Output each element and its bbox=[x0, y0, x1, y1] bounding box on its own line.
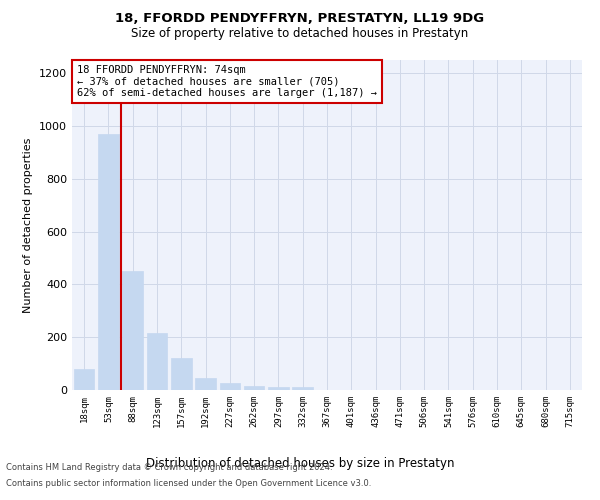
Bar bbox=[171, 358, 191, 390]
Bar bbox=[220, 384, 240, 390]
Text: Distribution of detached houses by size in Prestatyn: Distribution of detached houses by size … bbox=[146, 458, 454, 470]
Text: Size of property relative to detached houses in Prestatyn: Size of property relative to detached ho… bbox=[131, 28, 469, 40]
Text: Contains HM Land Registry data © Crown copyright and database right 2024.: Contains HM Land Registry data © Crown c… bbox=[6, 464, 332, 472]
Text: 18 FFORDD PENDYFFRYN: 74sqm
← 37% of detached houses are smaller (705)
62% of se: 18 FFORDD PENDYFFRYN: 74sqm ← 37% of det… bbox=[77, 65, 377, 98]
Y-axis label: Number of detached properties: Number of detached properties bbox=[23, 138, 34, 312]
Bar bbox=[122, 271, 143, 390]
Bar bbox=[195, 378, 216, 390]
Bar bbox=[292, 388, 313, 390]
Bar bbox=[74, 369, 94, 390]
Bar bbox=[146, 333, 167, 390]
Bar bbox=[268, 386, 289, 390]
Bar bbox=[244, 386, 265, 390]
Bar bbox=[98, 134, 119, 390]
Text: 18, FFORDD PENDYFFRYN, PRESTATYN, LL19 9DG: 18, FFORDD PENDYFFRYN, PRESTATYN, LL19 9… bbox=[115, 12, 485, 26]
Text: Contains public sector information licensed under the Open Government Licence v3: Contains public sector information licen… bbox=[6, 478, 371, 488]
